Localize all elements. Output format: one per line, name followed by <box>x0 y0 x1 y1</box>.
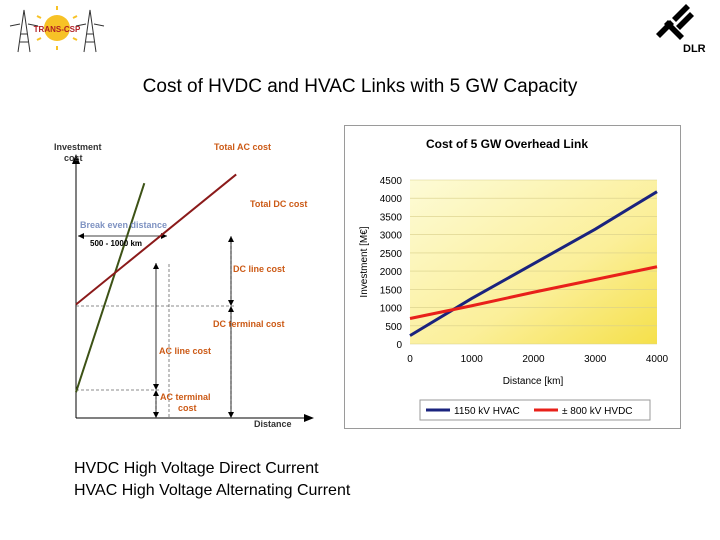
legend-label-hvac: 1150 kV HVAC <box>454 406 520 417</box>
slide-title: Cost of HVDC and HVAC Links with 5 GW Ca… <box>142 76 578 97</box>
x-tick-label: 4000 <box>646 354 669 365</box>
total-ac-cost-line <box>75 182 146 393</box>
chart-xlabel: Distance [km] <box>503 376 564 387</box>
total-dc-cost-line <box>75 173 237 306</box>
y-tick-label: 0 <box>396 340 402 351</box>
schematic-ylabel-line1: Investment <box>54 142 102 152</box>
chart-ylabel: Investment [M€] <box>359 226 370 297</box>
break-even-left-arrow-icon <box>78 233 84 239</box>
schematic-ylabel-line2: cost <box>64 153 83 163</box>
dlr-logo-icon <box>656 4 694 40</box>
dc-terminal-cost-label: DC terminal cost <box>213 319 285 329</box>
note-hvac: HVAC High Voltage Alternating Current <box>74 482 351 499</box>
x-tick-label: 1000 <box>461 354 484 365</box>
y-tick-label: 1500 <box>380 285 403 296</box>
schematic-xlabel: Distance <box>254 419 292 429</box>
ac-terminal-cost-label-line2: cost <box>178 403 197 413</box>
schematic-y-arrow-icon <box>72 154 80 164</box>
overhead-link-cost-chart: 0 500 1000 1500 2000 2500 3000 3500 4000 4500 0 10… <box>344 125 681 429</box>
dc-line-cost-label: DC line cost <box>233 264 285 274</box>
ac-terminal-cost-label-line1: AC terminal <box>160 392 211 402</box>
y-tick-label: 3000 <box>380 231 403 242</box>
note-hvdc: HVDC High Voltage Direct Current <box>74 460 319 477</box>
break-even-range-label: 500 - 1000 km <box>90 239 142 248</box>
schematic-cost-chart: Investment cost Distance Total AC cost T… <box>54 142 314 429</box>
x-tick-label: 3000 <box>584 354 607 365</box>
y-tick-label: 2500 <box>380 249 403 260</box>
x-tick-label: 2000 <box>522 354 545 365</box>
break-even-label: Break even distance <box>80 220 167 230</box>
plot-area-background <box>410 180 657 344</box>
ac-line-cost-label: AC line cost <box>159 346 211 356</box>
y-tick-label: 1000 <box>380 304 403 315</box>
chart-title: Cost of 5 GW Overhead Link <box>426 137 588 151</box>
y-tick-label: 500 <box>385 322 402 333</box>
legend-label-hvdc: ± 800 kV HVDC <box>562 406 633 417</box>
y-tick-label: 4000 <box>380 194 403 205</box>
trans-csp-logo-text: TRANS-CSP <box>34 25 81 34</box>
series-label-total-ac: Total AC cost <box>214 142 271 152</box>
schematic-x-arrow-icon <box>304 414 314 422</box>
y-tick-label: 4500 <box>380 176 403 187</box>
x-tick-labels: 0 1000 2000 3000 4000 <box>407 354 668 365</box>
y-tick-label: 3500 <box>380 212 403 223</box>
y-tick-labels: 0 500 1000 1500 2000 2500 3000 3500 4000 4500 <box>380 176 403 351</box>
cost-dimension-arrows <box>155 238 232 416</box>
dlr-logo-text: DLR <box>683 43 706 55</box>
abbreviation-notes: HVDC High Voltage Direct Current HVAC Hi… <box>74 458 350 502</box>
series-line-hvdc <box>409 265 658 320</box>
trans-csp-logo: TRANS-CSP <box>9 6 105 53</box>
series-label-total-dc: Total DC cost <box>250 199 307 209</box>
cost-dimension-arrowheads-icon <box>153 236 234 418</box>
x-tick-label: 0 <box>407 354 413 365</box>
y-tick-label: 2000 <box>380 267 403 278</box>
